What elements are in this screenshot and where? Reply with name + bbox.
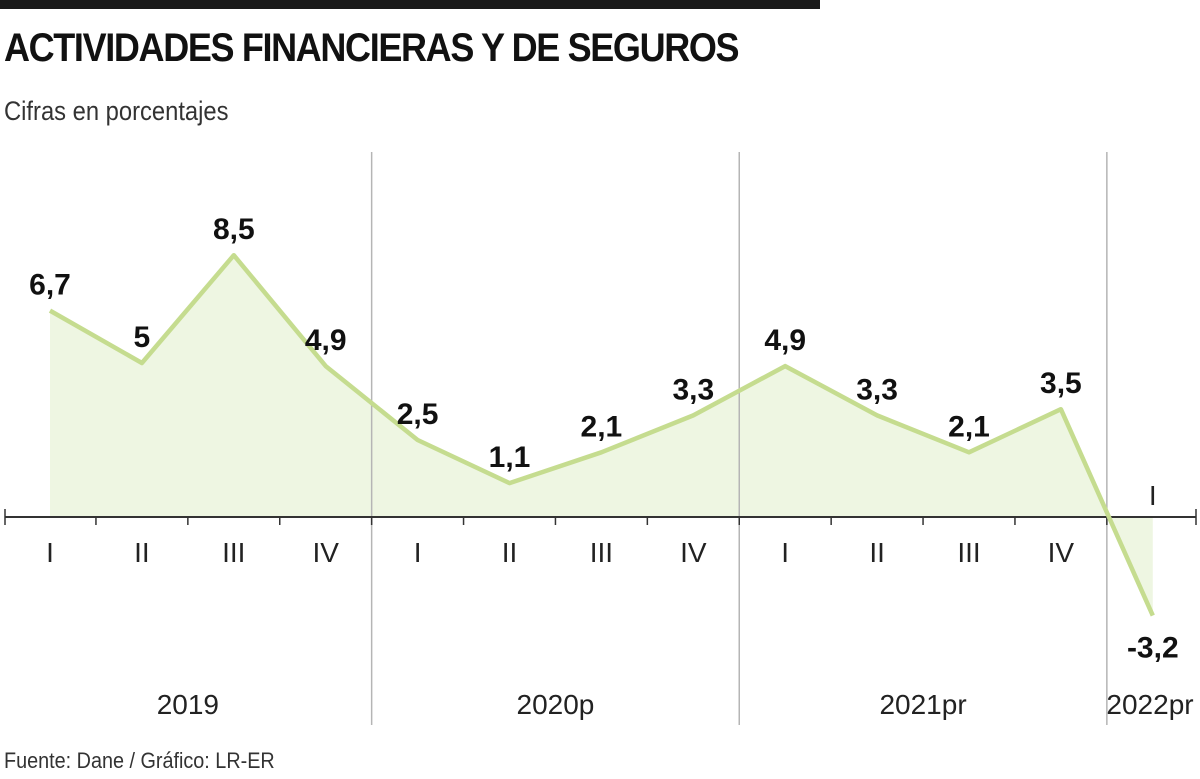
quarter-tick-label: I [414, 537, 422, 568]
area-fill [50, 255, 1153, 616]
top-rule [0, 0, 820, 9]
quarter-tick-label: II [502, 537, 518, 568]
data-value-label: 5 [134, 321, 151, 354]
data-value-label: -3,2 [1127, 632, 1179, 665]
quarter-tick-label: IV [680, 537, 707, 568]
quarter-tick-label: II [869, 537, 885, 568]
data-value-label: 4,9 [305, 324, 347, 357]
quarter-tick-label: I [1149, 480, 1157, 511]
data-value-label: 2,1 [581, 410, 623, 443]
quarter-tick-label: II [134, 537, 150, 568]
quarter-tick-label: III [957, 537, 980, 568]
year-group-label: 2019 [157, 689, 219, 720]
data-value-label: 1,1 [489, 441, 531, 474]
year-group-label: 2022pr [1106, 689, 1193, 720]
data-value-label: 8,5 [213, 213, 255, 246]
quarter-tick-label: I [781, 537, 789, 568]
source-note: Fuente: Dane / Gráfico: LR-ER [4, 748, 275, 773]
data-value-label: 3,3 [672, 373, 714, 406]
data-value-label: 4,9 [764, 324, 806, 357]
data-value-label: 3,5 [1040, 367, 1082, 400]
year-group-label: 2020p [517, 689, 595, 720]
quarter-tick-label: I [46, 537, 54, 568]
chart-title: ACTIVIDADES FINANCIERAS Y DE SEGUROS [4, 26, 740, 70]
year-group-label: 2021pr [879, 689, 966, 720]
chart-subtitle: Cifras en porcentajes [4, 96, 229, 126]
data-value-label: 2,1 [948, 410, 990, 443]
quarter-tick-label: III [590, 537, 613, 568]
data-value-label: 6,7 [29, 269, 71, 302]
quarter-tick-label: III [222, 537, 245, 568]
quarter-tick-label: IV [312, 537, 339, 568]
data-value-label: 3,3 [856, 373, 898, 406]
data-value-label: 2,5 [397, 398, 439, 431]
quarter-tick-label: IV [1048, 537, 1075, 568]
series-line [48, 252, 1155, 617]
